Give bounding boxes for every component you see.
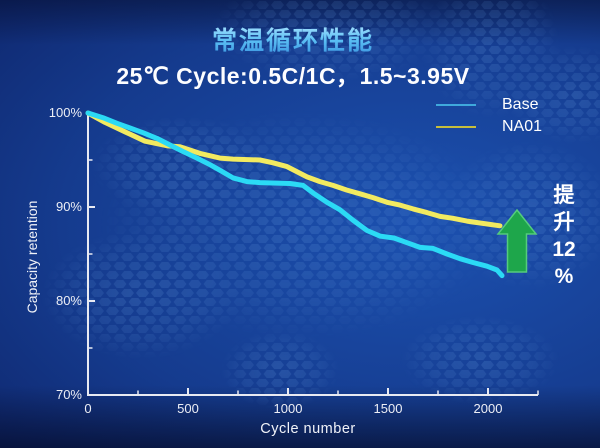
test-conditions-subtitle: 25℃ Cycle:0.5C/1C，1.5~3.95V [116,63,470,89]
y-tick-label: 90% [55,199,82,214]
x-tick-label: 1500 [373,401,403,416]
base-line-swatch [436,103,476,107]
legend-label-na01: NA01 [502,118,543,135]
page-title: 常温循环性能 [0,21,586,57]
data-series [85,110,505,279]
na01-line-swatch [436,125,476,129]
axes [87,111,539,396]
annotation-line: 12 [552,238,576,261]
y-tick-label: 80% [55,293,82,308]
y-axis-title: Capacity retention [24,200,40,314]
improvement-arrow-icon [496,208,538,273]
legend: Base NA01 [436,94,542,138]
improvement-annotation: 提 升 12 % [543,182,585,290]
annotation-line: % [554,265,574,288]
legend-item-na01: NA01 [436,116,542,138]
y-tick-label: 100% [48,105,82,120]
y-tick-label: 70% [55,387,82,402]
legend-label-base: Base [502,96,539,113]
series-line-base [85,110,505,279]
x-tick-label: 1000 [273,401,303,416]
x-tick-label: 500 [177,401,199,416]
x-tick-label: 0 [84,401,92,416]
annotation-line: 提 [553,184,575,207]
x-tick-label: 2000 [473,401,503,416]
annotation-line: 升 [553,211,575,234]
legend-item-base: Base [436,94,542,116]
x-axis-title: Cycle number [260,421,356,437]
